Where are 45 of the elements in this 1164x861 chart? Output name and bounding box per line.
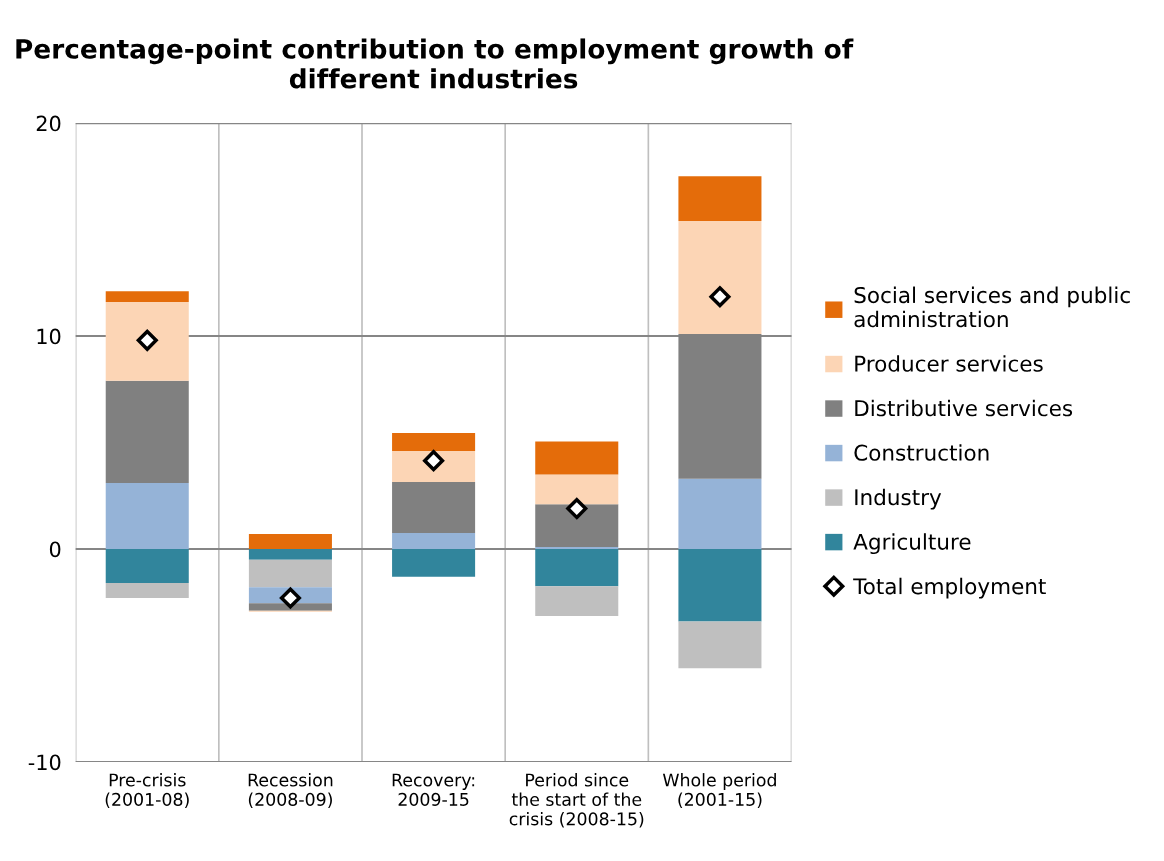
x-tick-label: Pre-crisis (2001-08)	[105, 773, 189, 809]
bar	[105, 380, 189, 484]
bar	[392, 533, 476, 550]
bar	[535, 586, 619, 617]
x-tick-label: Recovery: 2009-15	[392, 773, 475, 806]
bar	[248, 549, 332, 560]
bar	[392, 432, 476, 452]
bar	[535, 546, 619, 550]
bar	[248, 559, 332, 588]
x-tick-label: Whole period (2001-15)	[662, 773, 776, 809]
bar	[105, 302, 189, 381]
x-tick-label: Period since the start of the crisis (2008-15)	[509, 773, 644, 828]
y-tick-label: 10	[37, 328, 61, 345]
bar	[105, 291, 189, 302]
chart-title: Percentage-point contribution to employment growth of different industries	[16, 38, 854, 89]
legend-label: Total employment	[853, 577, 1046, 599]
bar	[678, 221, 762, 334]
bar	[105, 549, 189, 584]
legend-label: Industry	[855, 488, 942, 510]
bar	[535, 504, 619, 547]
bar	[392, 549, 476, 577]
point	[279, 587, 301, 609]
bar	[678, 549, 762, 622]
bar	[248, 534, 332, 550]
bar	[678, 176, 762, 222]
bar	[248, 603, 332, 611]
bar	[105, 483, 189, 550]
bar	[105, 583, 189, 599]
legend-label: Construction	[854, 444, 989, 461]
legend-label: Producer services	[855, 355, 1043, 372]
bar	[678, 478, 762, 550]
x-tick-label: Recession (2008-09)	[248, 773, 333, 809]
y-tick-label: 20	[36, 115, 61, 132]
bar	[535, 441, 619, 475]
legend-label: Distributive services	[855, 399, 1073, 417]
point	[566, 497, 588, 520]
legend-label: Agriculture	[853, 533, 971, 555]
legend-label: Social services and public administration	[854, 286, 1130, 328]
y-tick-label: -10	[28, 754, 61, 771]
y-tick-label: 0	[49, 541, 61, 558]
bar	[535, 474, 619, 505]
bar	[678, 621, 762, 669]
point	[709, 286, 731, 308]
bar	[392, 481, 476, 534]
bar	[535, 549, 619, 587]
